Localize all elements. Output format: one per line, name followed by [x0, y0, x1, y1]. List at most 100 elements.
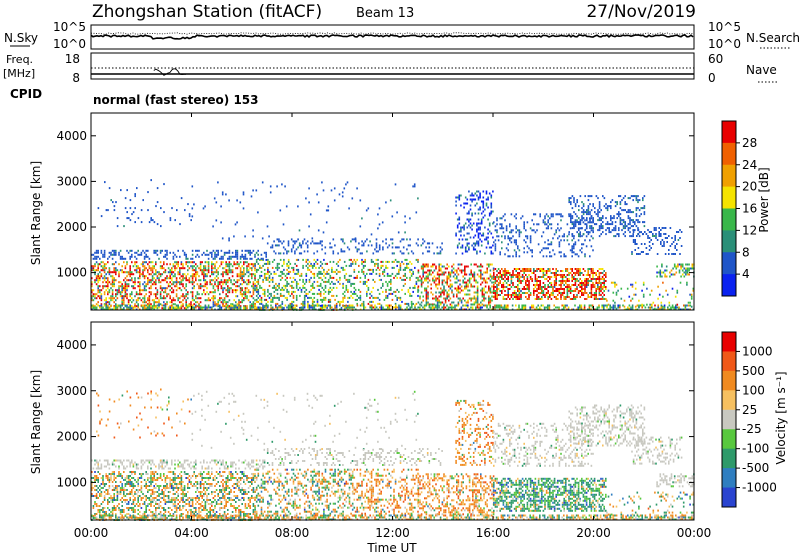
range-gate-cell — [519, 280, 521, 282]
range-gate-cell — [591, 229, 593, 231]
range-gate-cell — [495, 286, 497, 288]
range-gate-cell — [495, 278, 497, 280]
range-gate-cell — [608, 231, 610, 233]
range-gate-cell — [155, 295, 157, 297]
range-gate-cell — [361, 252, 363, 254]
range-gate-cell — [144, 307, 146, 309]
range-gate-cell — [531, 249, 533, 251]
range-gate-cell — [592, 284, 594, 286]
range-gate-cell — [347, 279, 349, 281]
range-gate-cell — [129, 305, 131, 307]
range-gate-cell — [283, 273, 285, 275]
range-gate-cell — [155, 263, 157, 265]
range-gate-cell — [603, 274, 605, 276]
range-gate-cell — [126, 295, 128, 297]
range-gate-cell — [467, 286, 469, 288]
range-gate-cell — [187, 269, 189, 271]
range-gate-cell — [468, 233, 470, 235]
range-gate-cell — [129, 295, 131, 297]
range-gate-cell — [129, 307, 131, 309]
range-gate-cell — [476, 195, 478, 197]
range-gate-cell — [489, 305, 491, 307]
range-gate-cell — [519, 274, 521, 276]
range-gate-cell — [121, 305, 123, 307]
range-gate-cell — [237, 285, 239, 287]
range-gate-cell — [304, 283, 306, 285]
range-gate-cell — [644, 207, 646, 209]
range-gate-cell — [531, 305, 533, 307]
range-gate-cell — [437, 302, 439, 304]
range-gate-cell — [307, 244, 309, 246]
range-gate-cell — [438, 284, 440, 286]
range-gate-cell — [93, 258, 95, 260]
range-gate-cell — [96, 250, 98, 252]
range-gate-cell — [145, 305, 147, 307]
range-gate-cell — [299, 242, 301, 244]
range-gate-cell — [426, 278, 428, 280]
range-gate-cell — [144, 258, 146, 260]
range-gate-cell — [313, 307, 315, 309]
range-gate-cell — [580, 219, 582, 221]
range-gate-cell — [293, 291, 295, 293]
range-gate-cell — [169, 263, 171, 265]
range-gate-cell — [166, 281, 168, 283]
range-gate-cell — [157, 301, 159, 303]
range-gate-cell — [614, 282, 616, 284]
range-gate-cell — [169, 273, 171, 275]
range-gate-cell — [282, 301, 284, 303]
range-gate-cell — [262, 305, 264, 307]
range-gate-cell — [573, 278, 575, 280]
power-heatmap — [91, 179, 695, 311]
range-gate-cell — [177, 297, 179, 299]
range-gate-cell — [549, 268, 551, 270]
range-gate-cell — [322, 267, 324, 269]
range-gate-cell — [547, 298, 549, 300]
range-gate-cell — [404, 283, 406, 285]
range-gate-cell — [530, 268, 532, 270]
range-gate-cell — [416, 259, 418, 261]
range-gate-cell — [136, 267, 138, 269]
range-gate-cell — [235, 305, 237, 307]
range-gate-cell — [466, 266, 468, 268]
range-gate-cell — [670, 245, 672, 247]
range-gate-cell — [501, 268, 503, 270]
range-gate-cell — [141, 254, 143, 256]
range-gate-cell — [363, 273, 365, 275]
range-gate-cell — [451, 266, 453, 268]
range-gate-cell — [477, 307, 479, 309]
range-gate-cell — [115, 299, 117, 301]
range-gate-cell — [259, 275, 261, 277]
range-gate-cell — [245, 254, 247, 256]
range-gate-cell — [527, 288, 529, 290]
range-gate-cell — [125, 285, 127, 287]
range-gate-cell — [256, 287, 258, 289]
range-gate-cell — [597, 197, 599, 199]
range-gate-cell — [642, 199, 644, 201]
range-gate-cell — [318, 267, 320, 269]
range-gate-cell — [473, 195, 475, 197]
range-gate-cell — [153, 267, 155, 269]
range-gate-cell — [243, 275, 245, 277]
range-gate-cell — [624, 223, 626, 225]
range-gate-cell — [334, 305, 336, 307]
range-gate-cell — [94, 269, 96, 271]
range-gate-cell — [253, 291, 255, 293]
range-gate-cell — [563, 284, 565, 286]
range-gate-cell — [232, 283, 234, 285]
range-gate-cell — [480, 302, 482, 304]
range-gate-cell — [470, 227, 472, 229]
range-gate-cell — [528, 296, 530, 298]
range-gate-cell — [264, 307, 266, 309]
range-gate-cell — [484, 215, 486, 217]
range-gate-cell — [150, 267, 152, 269]
range-gate-cell — [266, 273, 268, 275]
range-gate-cell — [624, 209, 626, 211]
range-gate-cell — [597, 219, 599, 221]
range-gate-cell — [161, 289, 163, 291]
range-gate-cell — [224, 281, 226, 283]
range-gate-cell — [575, 282, 577, 284]
range-gate-cell — [515, 231, 517, 233]
range-gate-cell — [176, 281, 178, 283]
range-gate-cell — [463, 207, 465, 209]
range-gate-cell — [462, 280, 464, 282]
